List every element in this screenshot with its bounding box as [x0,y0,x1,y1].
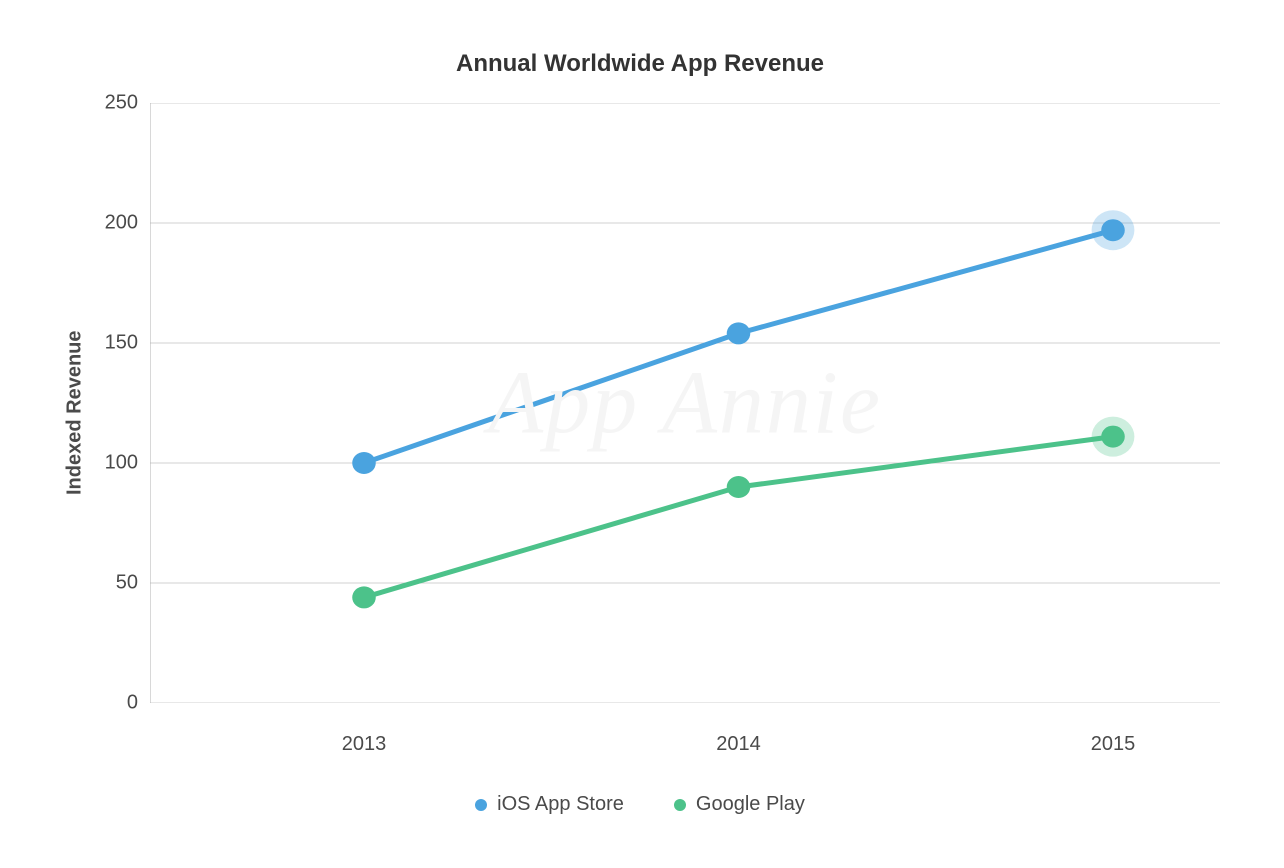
revenue-chart: Annual Worldwide App Revenue Indexed Rev… [60,50,1220,830]
y-tick-label: 100 [105,452,138,475]
y-axis-ticks: 250200150100500 [90,103,150,703]
plot-svg-wrap: App Annie [150,103,1220,703]
legend-label: iOS App Store [497,793,624,816]
legend-item: Google Play [674,793,805,816]
legend-item: iOS App Store [475,793,624,816]
x-tick-label: 2014 [716,733,761,756]
y-axis-label: Indexed Revenue [60,103,90,723]
x-tick-label: 2015 [1091,733,1136,756]
chart-title: Annual Worldwide App Revenue [60,50,1220,78]
y-tick-label: 0 [127,692,138,715]
legend-marker-icon [475,799,487,811]
y-tick-label: 150 [105,332,138,355]
y-tick-label: 250 [105,92,138,115]
plot-area: Indexed Revenue 250200150100500 App Anni… [60,103,1220,723]
legend-marker-icon [674,799,686,811]
x-tick-label: 2013 [342,733,387,756]
y-tick-label: 50 [116,572,138,595]
x-axis-ticks: 2013 2014 2015 [150,733,1220,763]
y-tick-label: 200 [105,212,138,235]
plot-svg [150,103,1220,703]
chart-legend: iOS App Store Google Play [60,793,1220,816]
legend-label: Google Play [696,793,805,816]
